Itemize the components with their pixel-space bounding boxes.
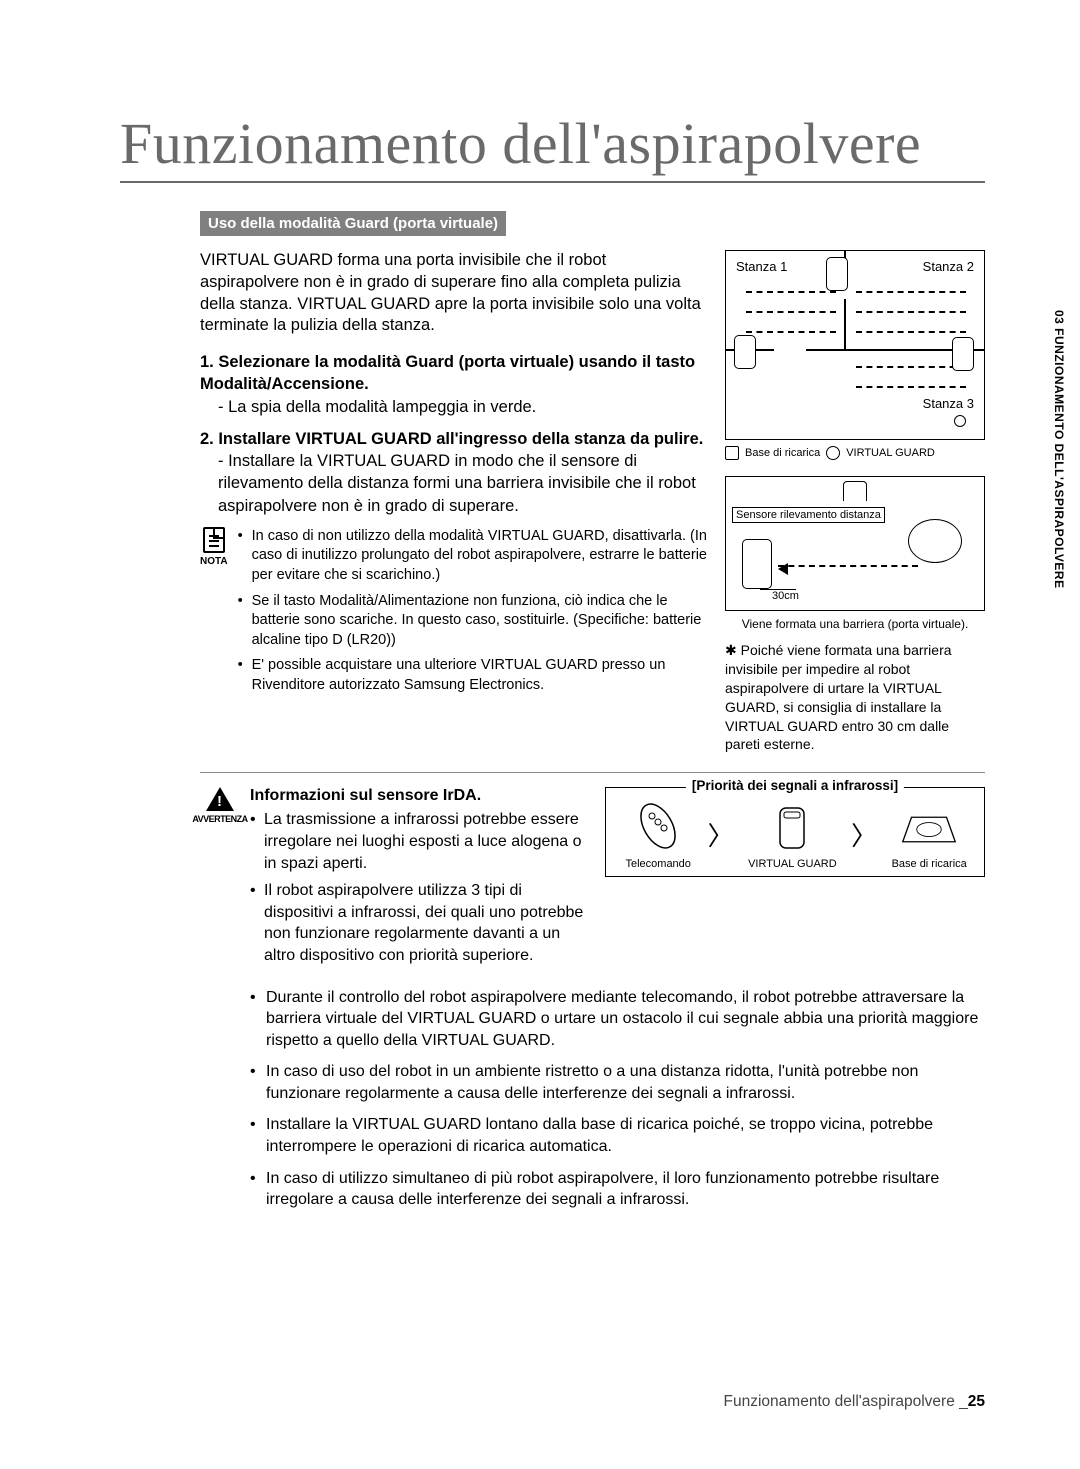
section-divider — [200, 772, 985, 773]
priority-vg-label: VIRTUAL GUARD — [748, 858, 837, 870]
sensor-diagram: Sensore rilevamento distanza 30cm — [725, 476, 985, 611]
remote-icon — [623, 798, 693, 854]
info-item: Installare la VIRTUAL GUARD lontano dall… — [250, 1114, 985, 1157]
info-item: In caso di utilizzo simultaneo di più ro… — [250, 1168, 985, 1211]
vg-legend-icon — [826, 446, 840, 460]
info-item: In caso di uso del robot in un ambiente … — [250, 1061, 985, 1104]
nota-item: E' possible acquistare una ulteriore VIR… — [238, 656, 707, 695]
nota-item: Se il tasto Modalità/Alimentazione non f… — [238, 592, 707, 651]
step-1-title: 1. Selezionare la modalità Guard (porta … — [200, 351, 707, 396]
info-item: Il robot aspirapolvere utilizza 3 tipi d… — [250, 880, 587, 966]
room3-label: Stanza 3 — [923, 396, 974, 411]
step-2-title: 2. Installare VIRTUAL GUARD all'ingresso… — [200, 428, 707, 450]
info-item: Durante il controllo del robot aspirapol… — [250, 987, 985, 1052]
vg-icon — [826, 257, 848, 291]
diagram-legend: Base di ricarica VIRTUAL GUARD — [725, 446, 985, 460]
room-diagram: Stanza 1 Stanza 2 Stanza 3 — [725, 250, 985, 440]
robot-icon — [908, 519, 962, 563]
note-icon — [203, 527, 225, 553]
intro-text: VIRTUAL GUARD forma una porta invisibile… — [200, 250, 707, 337]
priority-remote-label: Telecomando — [625, 858, 690, 870]
step-2-sub: - Installare la VIRTUAL GUARD in modo ch… — [218, 450, 707, 517]
vg-device-icon — [742, 539, 772, 589]
legend-base-label: Base di ricarica — [745, 447, 820, 459]
priority-base-label: Base di ricarica — [892, 858, 967, 870]
legend-vg-label: VIRTUAL GUARD — [846, 447, 935, 459]
nota-list: In caso di non utilizzo della modalità V… — [238, 527, 707, 702]
warning-icon — [206, 787, 234, 811]
nota-item: In caso di non utilizzo della modalità V… — [238, 527, 707, 586]
info-item: La trasmissione a infrarossi potrebbe es… — [250, 809, 587, 874]
asterisk-note: Poiché viene formata una barriera invisi… — [725, 641, 985, 754]
vg-icon — [734, 335, 756, 369]
vg-icon — [952, 337, 974, 371]
page-footer: Funzionamento dell'aspirapolvere _25 — [724, 1393, 985, 1411]
chevron-icon: 〉 — [708, 816, 734, 853]
base-priority-icon — [894, 798, 964, 854]
chevron-icon: 〉 — [851, 816, 877, 853]
step-1-sub: - La spia della modalità lampeggia in ve… — [218, 396, 707, 418]
room2-label: Stanza 2 — [923, 259, 974, 274]
distance-label: 30cm — [772, 590, 799, 602]
nota-label: NOTA — [200, 556, 228, 567]
sensor-caption: Viene formata una barriera (porta virtua… — [725, 617, 985, 631]
base-icon — [725, 446, 739, 460]
priority-box: [Priorità dei segnali a infrarossi] Tele… — [605, 787, 985, 877]
dot-icon — [954, 415, 966, 427]
info-title: Informazioni sul sensore IrDA. — [250, 787, 587, 805]
arrow-icon — [778, 563, 788, 575]
priority-title: [Priorità dei segnali a infrarossi] — [686, 778, 904, 793]
side-tab: 03 FUNZIONAMENTO DELL'ASPIRAPOLVERE — [1052, 310, 1066, 589]
warning-label: AVVERTENZA — [192, 814, 247, 824]
vg-priority-icon — [757, 798, 827, 854]
sensor-label: Sensore rilevamento distanza — [732, 507, 885, 523]
wall-icon — [843, 481, 867, 501]
page-title: Funzionamento dell'aspirapolvere — [120, 110, 985, 183]
room1-label: Stanza 1 — [736, 259, 787, 274]
info-full-list: Durante il controllo del robot aspirapol… — [250, 987, 985, 1211]
section-banner: Uso della modalità Guard (porta virtuale… — [200, 211, 506, 236]
